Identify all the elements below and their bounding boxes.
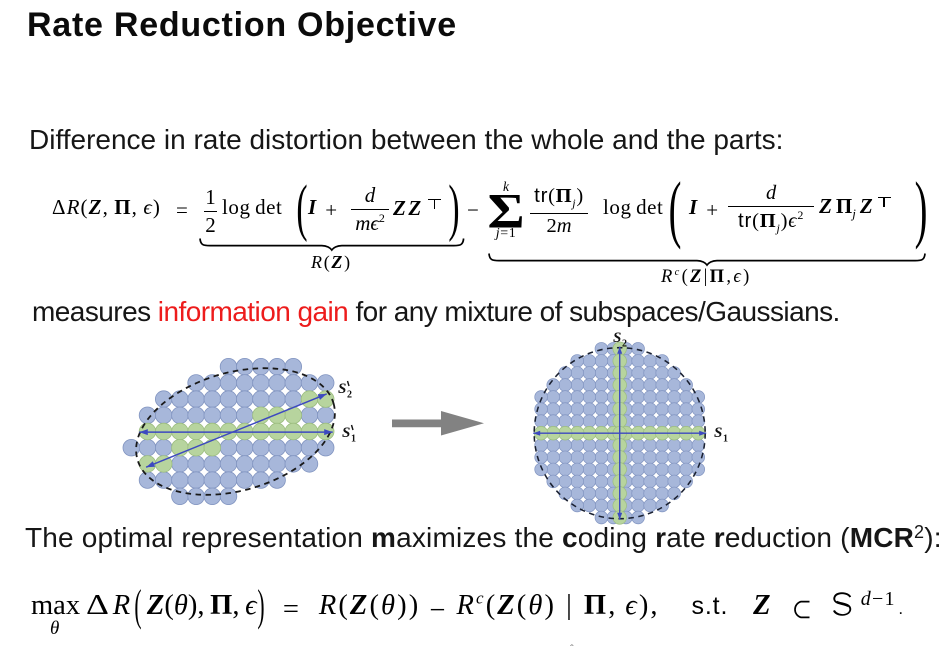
svg-text:1: 1 — [351, 434, 356, 445]
svg-text:S: S — [714, 425, 722, 441]
svg-text:1: 1 — [723, 434, 728, 445]
svg-text:S: S — [342, 425, 350, 441]
svg-text:2: 2 — [347, 390, 352, 401]
svg-text:2: 2 — [622, 339, 627, 350]
svg-text:S: S — [338, 381, 346, 397]
svg-text:S: S — [613, 330, 621, 346]
svg-text:Σ: Σ — [488, 183, 525, 239]
